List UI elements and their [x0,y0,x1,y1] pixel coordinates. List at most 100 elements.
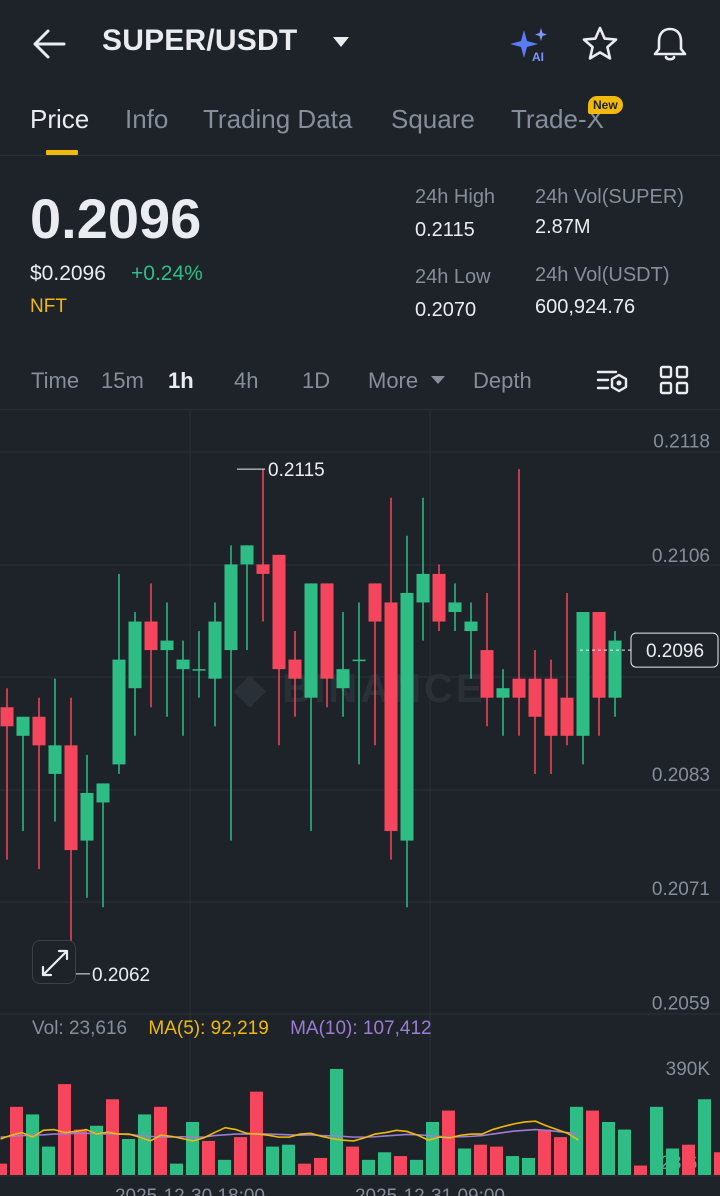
candle-body [448,602,462,612]
interval-4h[interactable]: 4h [234,368,259,393]
candle-body [384,602,398,832]
candle-body [96,783,110,803]
volume-bar [362,1159,375,1175]
volume-bar [570,1106,583,1175]
low-value: 0.2070 [415,299,477,321]
tab-trading-data[interactable]: Trading Data [203,104,353,134]
ai-sparkle-icon[interactable]: AI [508,26,550,64]
volume-bar [42,1146,55,1175]
volume-bar [714,1152,720,1175]
candle-body [208,621,222,679]
volume-bar [474,1144,487,1175]
vol-quote-value: 600,924.76 [535,296,636,318]
high-label: 24h High [415,186,496,208]
candle-body [80,792,94,841]
candle-body [272,554,286,670]
expand-icon [41,949,69,977]
volume-bar [202,1140,215,1175]
volume-bar [522,1157,535,1175]
star-icon[interactable] [580,24,620,64]
volume-bar [506,1156,519,1175]
new-badge: New [588,96,623,114]
candle-body [112,659,126,765]
volume-bar [394,1156,407,1175]
candle-body [256,564,270,574]
volume-bar [0,1163,7,1175]
grid-icon[interactable] [658,364,690,396]
candle-body [144,621,158,651]
candle-body [544,678,558,736]
vol-ma5: MA(5): 92,219 [148,1018,269,1039]
interval-depth[interactable]: Depth [473,368,532,393]
volume-bar [346,1146,359,1175]
pair-title[interactable]: SUPER/USDT [102,24,298,57]
candle-body [224,564,238,651]
candle-body [560,697,574,736]
volume-bar [90,1125,103,1175]
category-tag[interactable]: NFT [30,296,67,317]
interval-1d[interactable]: 1D [302,368,331,393]
candle-body [576,612,590,736]
candle-body [432,573,446,622]
bell-icon[interactable] [650,24,690,64]
candle-body [512,678,526,698]
time-axis-label: 2025-12-30 18:00 [115,1186,265,1196]
vol-base-value: 2.87M [535,216,591,238]
candle-body [464,621,478,632]
price-chart[interactable]: ◆ BINANCE 0.2115 0.2062 0.2096 0.2118 0.210… [0,410,720,1196]
candle-body [160,640,174,651]
candle-body [480,650,494,698]
volume-bar [58,1084,71,1175]
interval-1h[interactable]: 1h [168,368,194,393]
volume-bar [442,1110,455,1175]
vol-quote-label: 24h Vol(USDT) [535,264,670,286]
interval-bar: Time 15m 1h 4h 1D More Depth [0,350,720,410]
interval-15m[interactable]: 15m [101,368,144,393]
volume-bar [426,1121,439,1175]
volume-axis-label: 390K [666,1059,711,1080]
back-arrow-icon[interactable] [30,26,70,62]
caret-down-icon[interactable] [332,35,350,49]
watermark-logo: ◆ BINANCE [233,667,485,711]
candle-body [192,669,206,671]
high-marker-label: 0.2115 [268,460,325,481]
candle-body [288,659,302,679]
top-bar: SUPER/USDT AI [0,0,720,88]
volume-bar [378,1152,391,1175]
low-label: 24h Low [415,266,491,288]
price-axis-label: 0.2059 [652,993,710,1014]
volume-bar [698,1099,711,1175]
interval-time[interactable]: Time [31,368,80,393]
volume-bar [186,1121,199,1175]
volume-bar [282,1144,295,1175]
price-change: +0.24% [131,262,203,285]
volume-bar [234,1137,247,1175]
candle-body [400,592,414,841]
tab-square[interactable]: Square [391,104,475,134]
vol-ma10: MA(10): 107,412 [290,1018,432,1039]
volume-bar [10,1106,23,1175]
volume-bar [586,1110,599,1175]
price-axis-label: 0.2083 [652,765,710,786]
candle-body [304,583,318,698]
tab-info[interactable]: Info [125,104,169,134]
volume-bar [410,1159,423,1175]
tab-bar: Price Info Trading Data Square Trade-X N… [0,88,720,156]
volume-bar [122,1139,135,1175]
volume-bar [26,1114,39,1175]
ma5-line [0,1120,579,1142]
candle-body [176,659,190,670]
candle-body [368,583,382,622]
indicator-icon[interactable] [594,364,630,396]
tab-active-indicator [46,150,78,155]
volume-bar [314,1157,327,1175]
interval-more[interactable]: More [368,368,419,393]
candle-body [128,621,142,689]
volume-bar [218,1159,231,1175]
last-price: 0.2096 [30,187,202,250]
expand-chart-button[interactable] [32,940,76,984]
volume-bar [298,1163,311,1175]
more-caret-icon[interactable] [430,374,446,386]
tab-price[interactable]: Price [30,104,90,134]
volume-bar [554,1137,567,1175]
